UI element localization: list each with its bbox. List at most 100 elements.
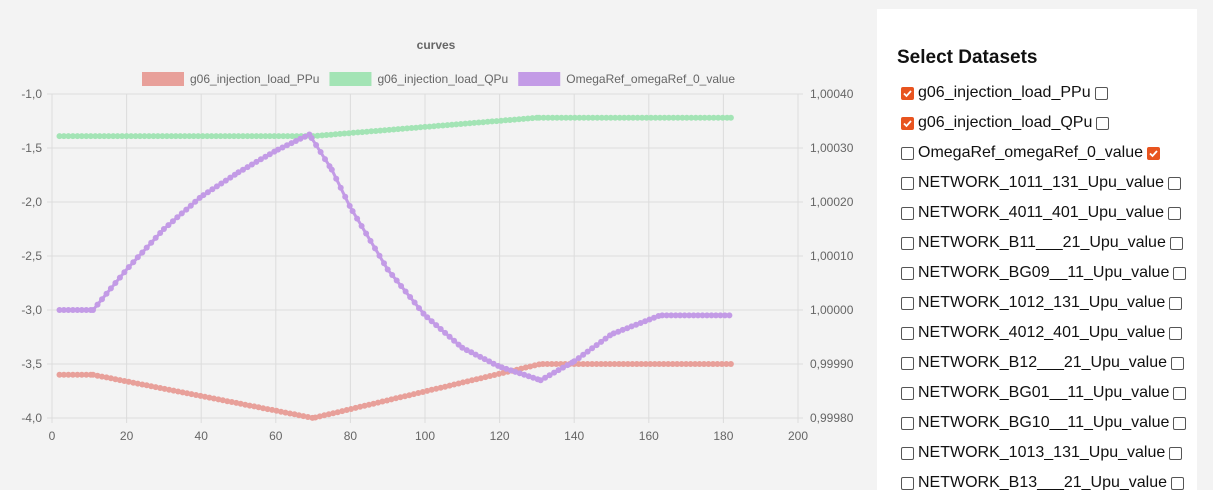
left-axis-checkbox[interactable] [901,236,914,250]
series-point-0 [575,361,582,367]
series-point-0 [99,373,105,380]
left-axis-checkbox[interactable] [901,206,914,220]
series-point-2 [477,353,484,360]
series-point-0 [469,377,475,384]
right-axis-checkbox[interactable] [1096,116,1110,130]
right-axis-checkbox[interactable] [1173,266,1187,280]
right-axis-checkbox[interactable] [1173,386,1187,400]
legend-label: g06_injection_load_PPu [190,72,319,86]
series-point-2 [721,312,728,319]
right-axis-checkbox[interactable] [1169,326,1183,340]
series-point-0 [90,371,96,378]
series-point-2 [349,208,356,215]
series-point-0 [406,392,413,399]
series-point-2 [646,316,653,323]
right-axis-checkbox[interactable] [1169,446,1183,460]
series-point-1 [471,119,478,126]
right-axis-checkbox[interactable] [1147,146,1161,160]
series-point-2 [240,166,246,173]
series-point-2 [472,351,479,358]
series-point-2 [192,198,199,205]
series-point-0 [593,361,600,367]
series-point-2 [393,277,400,284]
series-point-0 [544,361,551,367]
right-axis-checkbox[interactable] [1171,476,1185,490]
left-axis-checkbox[interactable] [901,146,914,160]
left-axis-checkbox[interactable] [901,326,914,340]
left-axis-checkbox[interactable] [901,296,914,310]
series-point-0 [656,361,663,367]
series-point-1 [101,133,108,140]
left-axis-checkbox[interactable] [901,86,914,100]
left-axis-checkbox[interactable] [901,386,914,400]
series-point-1 [363,128,370,135]
left-axis-checkbox[interactable] [901,476,914,490]
y-left-tick-label: -4,0 [21,411,42,425]
series-point-1 [639,114,646,121]
right-axis-checkbox[interactable] [1168,206,1182,220]
series-point-0 [152,384,159,391]
right-axis-checkbox[interactable] [1169,296,1183,310]
chart-title: curves [417,38,456,52]
dataset-item: NETWORK_BG01__11_Upu_value [901,381,1187,405]
series-point-0 [647,361,654,367]
series-point-2 [317,149,324,155]
series-point-1 [563,114,569,121]
series-point-1 [177,133,184,140]
dataset-item: NETWORK_B13___21_Upu_value [901,471,1185,490]
series-point-0 [112,376,119,383]
series-point-1 [607,114,614,121]
left-axis-checkbox[interactable] [901,356,914,370]
right-axis-checkbox[interactable] [1094,86,1108,100]
series-point-0 [687,361,694,367]
right-axis-checkbox[interactable] [1168,176,1182,190]
series-point-1 [128,133,135,140]
series-point-0 [446,382,453,389]
series-point-1 [222,133,229,140]
series-point-0 [651,361,658,367]
left-axis-checkbox[interactable] [901,266,914,280]
series-point-1 [195,133,202,140]
series-point-2 [463,347,470,354]
right-axis-checkbox[interactable] [1173,416,1187,430]
right-axis-checkbox[interactable] [1169,236,1183,250]
series-point-1 [190,133,197,140]
series-point-0 [56,371,63,378]
series-point-1 [172,133,179,140]
series-point-0 [330,410,337,417]
series-point-0 [260,405,267,412]
series-point-2 [628,323,635,330]
left-axis-checkbox[interactable] [901,446,914,460]
x-tick-label: 0 [49,429,56,443]
series-point-1 [665,114,672,121]
series-point-1 [417,124,424,131]
series-point-1 [453,121,460,128]
series-point-1 [507,117,513,123]
series-point-1 [701,114,708,121]
series-point-1 [284,133,291,140]
series-point-1 [262,133,269,140]
y-right-tick-label: 0,99980 [810,411,854,425]
series-point-1 [444,122,451,129]
legend-swatch [518,72,561,86]
series-point-2 [668,312,675,319]
left-axis-checkbox[interactable] [901,416,914,430]
series-point-1 [181,133,188,140]
series-point-2 [564,362,571,369]
series-point-0 [428,386,435,393]
series-point-1 [422,123,428,130]
right-axis-checkbox[interactable] [1171,356,1185,370]
series-point-0 [78,371,85,378]
series-point-0 [727,361,734,367]
series-point-1 [114,133,121,140]
series-point-0 [442,383,449,390]
series-point-2 [633,321,640,328]
left-axis-checkbox[interactable] [901,176,914,190]
series-point-1 [545,114,552,121]
series-point-1 [244,133,251,140]
series-point-1 [235,133,242,140]
series-point-2 [160,226,167,232]
left-axis-checkbox[interactable] [901,116,914,130]
series-point-2 [308,135,315,141]
series-point-2 [686,312,693,319]
